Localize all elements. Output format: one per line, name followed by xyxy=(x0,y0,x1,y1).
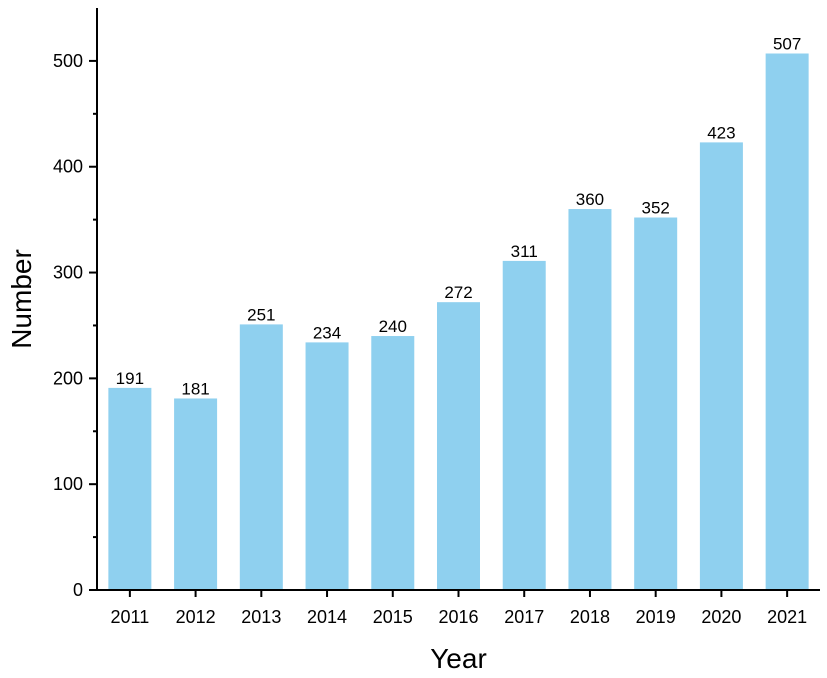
y-ticks-layer: 0 100 200 300 400 500 xyxy=(53,51,97,600)
x-tick-label-2011: 2011 xyxy=(111,607,150,627)
x-tick-label-2019: 2019 xyxy=(636,607,676,627)
data-label-2016: 272 xyxy=(444,283,472,302)
data-label-2020: 423 xyxy=(707,123,735,142)
x-tick-label-2015: 2015 xyxy=(373,607,413,627)
bars-layer xyxy=(108,53,809,590)
x-tick-label-2020: 2020 xyxy=(701,607,741,627)
data-label-2015: 240 xyxy=(379,317,407,336)
bar-2014 xyxy=(305,342,349,590)
x-ticks-layer: 2011 2012 2013 2014 2015 2016 2017 2018 2019 2020… xyxy=(111,590,807,627)
data-label-2018: 360 xyxy=(576,190,604,209)
bar-2011 xyxy=(108,387,152,590)
x-axis-title: Year xyxy=(430,643,487,674)
data-label-2019: 352 xyxy=(641,199,669,218)
x-tick-label-2017: 2017 xyxy=(504,607,544,627)
bar-2018 xyxy=(568,209,612,590)
y-tick-label-0: 0 xyxy=(73,580,83,600)
bar-2015 xyxy=(371,336,415,590)
x-tick-label-2014: 2014 xyxy=(307,607,347,627)
data-label-2014: 234 xyxy=(313,323,341,342)
y-tick-label-100: 100 xyxy=(53,474,83,494)
y-axis-title: Number xyxy=(6,249,37,349)
x-tick-label-2013: 2013 xyxy=(241,607,281,627)
data-label-2011: 191 xyxy=(116,369,144,388)
x-tick-label-2012: 2012 xyxy=(176,607,216,627)
y-tick-label-200: 200 xyxy=(53,368,83,388)
bar-2017 xyxy=(502,260,546,590)
data-label-2013: 251 xyxy=(247,305,275,324)
x-tick-label-2016: 2016 xyxy=(438,607,478,627)
bar-2013 xyxy=(239,324,283,590)
data-label-2012: 181 xyxy=(181,379,209,398)
bar-2020 xyxy=(699,142,743,590)
bar-2016 xyxy=(437,302,480,590)
data-labels-layer: 191 181 251 234 240 272 311 360 352 423 507 xyxy=(116,35,802,399)
y-tick-label-300: 300 xyxy=(53,263,83,283)
data-label-2021: 507 xyxy=(773,35,801,54)
bar-2019 xyxy=(634,217,678,590)
bar-2012 xyxy=(174,398,218,590)
bar-2021 xyxy=(765,53,809,590)
x-tick-label-2018: 2018 xyxy=(570,607,610,627)
data-label-2017: 311 xyxy=(511,242,538,261)
y-tick-label-500: 500 xyxy=(53,51,83,71)
x-tick-label-2021: 2021 xyxy=(767,607,807,627)
y-tick-label-400: 400 xyxy=(53,157,83,177)
